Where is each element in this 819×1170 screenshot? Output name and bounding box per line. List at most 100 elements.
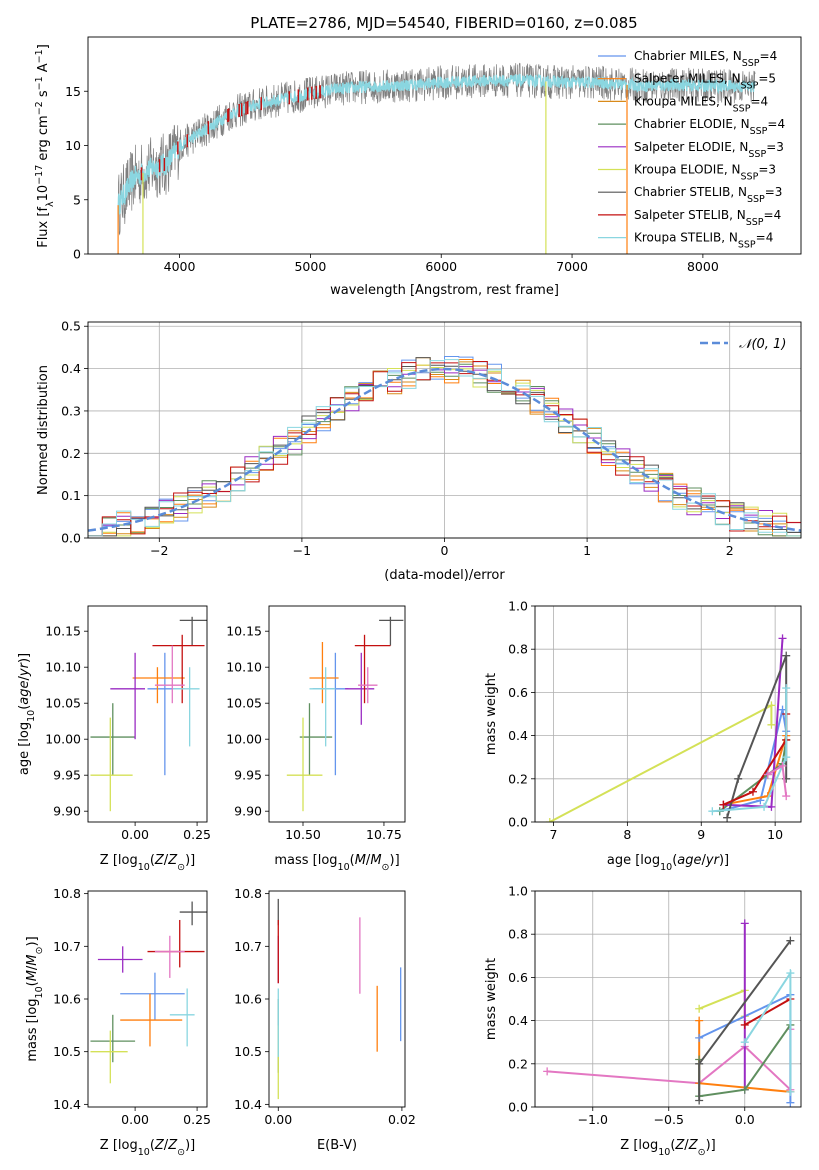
- plot-area: [277, 898, 402, 1100]
- legend-item: Chabrier ELODIE, NSSP=4: [598, 117, 785, 137]
- y-tick-label: 10.15: [45, 624, 81, 639]
- spectrum-panel: 4000 5000 6000 7000 8000 0 5 10 15 wavelength [An…: [34, 36, 802, 298]
- x-axis-label: wavelength [Angstrom, rest frame]: [330, 283, 559, 298]
- legend-label: 𝒩(0, 1): [739, 337, 786, 352]
- mass-vs-metallicity-panel: 0.00 0.25 10.4 10.5 10.6 10.7 10.8 Z [log10(Z/Z…: [25, 886, 211, 1157]
- weight-marker: [740, 1085, 749, 1094]
- y-tick-label: 0.0: [508, 815, 528, 830]
- age-vs-mass-panel: 10.50 10.75 9.90 9.95 10.00 10.05 10.10 10.15 ma…: [226, 605, 406, 873]
- y-tick-label: 10.05: [226, 696, 262, 711]
- legend-label: Salpeter MILES, NSSP=5: [634, 72, 776, 92]
- x-tick-label: 1: [583, 543, 591, 558]
- weight-marker: [748, 787, 757, 796]
- plot-area: [88, 356, 801, 537]
- normal-curve: [88, 367, 801, 532]
- y-axis-label: Flux [fλ10−17 erg cm−2 s−1 A−1]: [34, 44, 56, 248]
- x-axis-label: (data-model)/error: [384, 568, 505, 583]
- y-tick-label: 0.8: [508, 927, 528, 942]
- weight-marker: [786, 969, 795, 978]
- x-tick-label: 4000: [164, 259, 196, 274]
- histogram-step: [88, 361, 801, 537]
- weight-marker: [782, 792, 791, 801]
- x-tick-label: 0.0: [735, 1112, 755, 1127]
- y-tick-label: 0.2: [508, 771, 528, 786]
- weight-vs-metallicity-panel: −1.0 −0.5 0.0 0.0 0.2 0.4 0.6 0.8 1.0 Z [log10(Z/…: [484, 884, 802, 1158]
- x-tick-label: 0.00: [121, 1112, 149, 1127]
- x-tick-label: 8000: [687, 259, 719, 274]
- chart-title: PLATE=2786, MJD=54540, FIBERID=0160, z=0…: [250, 14, 637, 32]
- y-tick-label: 0: [73, 247, 81, 262]
- y-tick-label: 0.3: [61, 403, 81, 418]
- x-tick-label: 2: [726, 543, 734, 558]
- weight-marker: [545, 818, 554, 822]
- y-tick-label: 10.4: [234, 1097, 262, 1112]
- axes-frame: [87, 890, 208, 1108]
- plot-area: [90, 901, 207, 1084]
- y-axis-label: mass weight: [484, 958, 499, 1040]
- x-tick-label: 0.25: [183, 1112, 211, 1127]
- weight-marker: [786, 936, 795, 945]
- x-tick-label: 5000: [294, 259, 326, 274]
- y-tick-label: 0.6: [508, 970, 528, 985]
- x-tick-label: 8: [623, 827, 631, 842]
- legend-item: Kroupa MILES, NSSP=4: [598, 94, 768, 114]
- plot-area: [90, 616, 207, 812]
- y-axis-label: Normed distribution: [36, 365, 51, 495]
- y-tick-label: 0.4: [508, 728, 528, 743]
- y-tick-label: 10.7: [234, 939, 262, 954]
- weight-line: [723, 638, 784, 808]
- x-axis-label: E(B-V): [317, 1138, 357, 1153]
- legend-item: Chabrier STELIB, NSSP=3: [598, 185, 782, 205]
- legend-label: Kroupa STELIB, NSSP=4: [634, 231, 773, 251]
- x-axis-label: mass [log10(M/M⊙)]: [274, 853, 399, 873]
- y-tick-label: 1.0: [508, 884, 528, 899]
- weight-marker: [695, 1004, 704, 1013]
- y-tick-label: 10.7: [53, 939, 81, 954]
- legend-item: Kroupa ELODIE, NSSP=3: [598, 163, 776, 183]
- legend-label: Kroupa ELODIE, NSSP=3: [634, 163, 776, 183]
- weight-marker: [782, 651, 791, 660]
- axes-frame: [87, 605, 208, 823]
- y-tick-label: 1.0: [508, 599, 528, 614]
- x-tick-label: 0.25: [183, 827, 211, 842]
- y-tick-label: 0.4: [61, 361, 81, 376]
- y-tick-label: 9.95: [234, 768, 262, 783]
- plot-area: [286, 616, 404, 812]
- residual-panel: −2 −1 0 1 2 0.0 0.1 0.2 0.3 0.4 0.5 𝒩(0, 1) (data-mo…: [36, 319, 802, 583]
- weight-marker: [760, 802, 769, 811]
- y-tick-label: 0.4: [508, 1013, 528, 1028]
- histogram-step: [88, 357, 801, 537]
- weight-marker: [723, 813, 732, 822]
- age-vs-metallicity-panel: 0.00 0.25 9.90 9.95 10.00 10.05 10.10 10.15 Z [l…: [17, 605, 211, 873]
- weight-marker: [786, 1087, 795, 1096]
- weight-marker: [695, 1016, 704, 1025]
- y-tick-label: 0.0: [61, 531, 81, 546]
- y-tick-label: 9.95: [53, 768, 81, 783]
- legend-label: Salpeter ELODIE, NSSP=3: [634, 140, 784, 160]
- x-axis-label: Z [log10(Z/Z⊙)]: [100, 1138, 195, 1158]
- y-tick-label: 10.5: [53, 1044, 81, 1059]
- y-tick-label: 15: [65, 84, 81, 99]
- legend-item: Kroupa STELIB, NSSP=4: [598, 231, 773, 251]
- axes-frame: [534, 605, 802, 823]
- legend: Chabrier MILES, NSSP=4 Salpeter MILES, NS…: [598, 49, 785, 250]
- weight-marker: [782, 753, 791, 762]
- x-tick-label: −0.5: [654, 1112, 684, 1127]
- plot-area: [117, 62, 756, 254]
- x-tick-label: −1: [293, 543, 311, 558]
- x-tick-label: 0: [441, 543, 449, 558]
- x-tick-label: 7000: [556, 259, 588, 274]
- legend-label: Chabrier STELIB, NSSP=3: [634, 185, 782, 205]
- weight-marker: [695, 1033, 704, 1042]
- weight-marker: [734, 774, 743, 783]
- y-tick-label: 0.0: [508, 1100, 528, 1115]
- weight-line: [743, 969, 792, 1092]
- weight-marker: [782, 684, 791, 693]
- weight-vs-age-panel: 7 8 9 10 0.0 0.2 0.4 0.6 0.8 1.0 age [log10(age/yr…: [484, 599, 802, 873]
- x-tick-label: 10: [767, 827, 783, 842]
- weight-marker: [778, 761, 787, 770]
- legend-item: Salpeter STELIB, NSSP=4: [598, 208, 781, 227]
- weight-marker: [778, 705, 787, 714]
- legend-label: Chabrier ELODIE, NSSP=4: [634, 117, 785, 137]
- weight-marker: [543, 1067, 552, 1076]
